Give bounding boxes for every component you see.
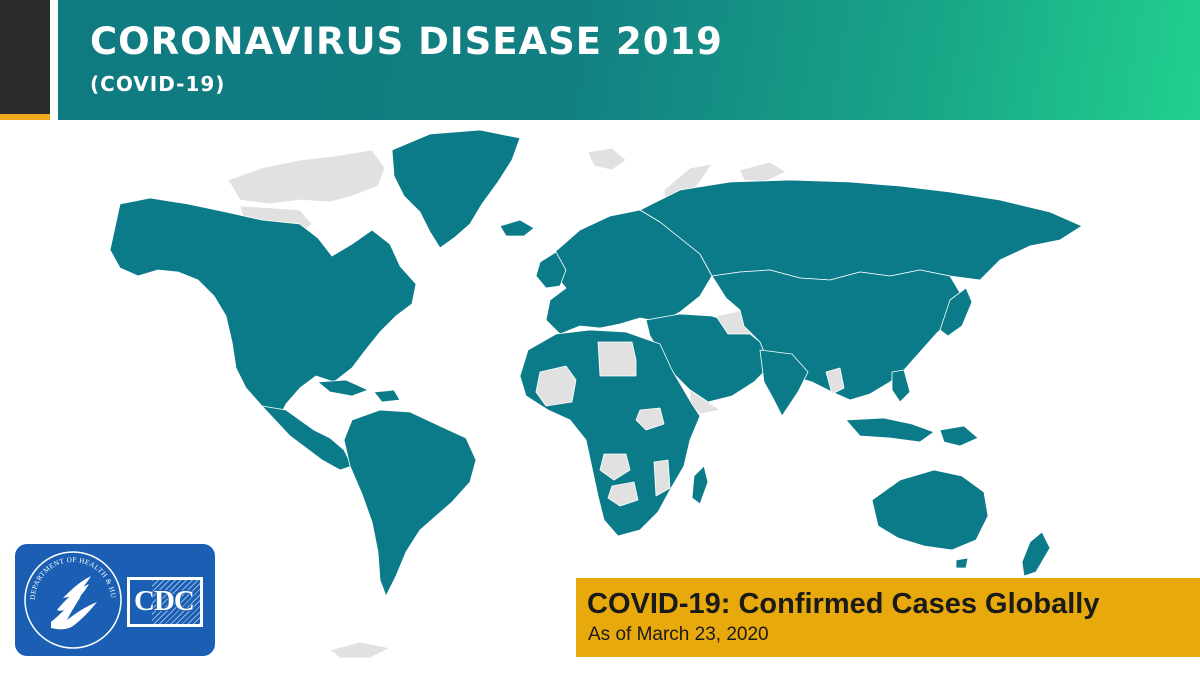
region-north-america xyxy=(109,197,417,421)
region-mali xyxy=(535,365,577,407)
region-south-america xyxy=(343,409,477,597)
region-severnaya-zemlya xyxy=(739,161,787,183)
region-antarctica xyxy=(329,641,391,659)
caption-date: As of March 23, 2020 xyxy=(588,624,769,645)
logo-panel: DEPARTMENT OF HEALTH & HUMAN SERVICES · … xyxy=(15,544,215,656)
region-malawi-mozambique xyxy=(653,459,671,497)
region-madagascar xyxy=(691,465,709,505)
banner-accent-stripe xyxy=(0,114,50,120)
region-canadian-arctic xyxy=(227,149,386,205)
world-map xyxy=(0,120,1200,675)
banner-left-block xyxy=(0,0,50,120)
region-india xyxy=(759,349,809,417)
region-russia xyxy=(639,179,1083,281)
region-cuba xyxy=(317,379,369,397)
caption-box: COVID-19: Confirmed Cases Globally As of… xyxy=(576,578,1200,657)
region-central-america xyxy=(261,405,353,471)
caption-title: COVID-19: Confirmed Cases Globally xyxy=(587,588,1100,620)
region-angola-zambia xyxy=(599,453,631,481)
page-title: CORONAVIRUS DISEASE 2019 xyxy=(90,20,723,63)
region-south-sudan xyxy=(635,407,665,431)
region-greenland xyxy=(391,129,521,249)
header-banner: CORONAVIRUS DISEASE 2019 (COVID-19) xyxy=(58,0,1200,120)
cdc-logo: CDC xyxy=(127,577,203,627)
cdc-logo-text: CDC xyxy=(134,585,195,617)
page-subtitle: (COVID-19) xyxy=(90,72,226,96)
region-svalbard xyxy=(587,147,627,171)
region-uk-ireland xyxy=(535,251,567,289)
region-hispaniola xyxy=(373,389,401,403)
region-philippines xyxy=(891,369,911,403)
region-libya xyxy=(597,341,637,377)
region-indonesia xyxy=(845,417,935,443)
region-australia xyxy=(871,469,989,551)
region-new-zealand xyxy=(1021,531,1051,577)
region-tasmania xyxy=(955,557,969,569)
region-botswana xyxy=(607,481,639,507)
cdc-logo-stripes xyxy=(152,580,200,624)
hhs-seal-icon: DEPARTMENT OF HEALTH & HUMAN SERVICES · … xyxy=(21,548,122,649)
region-laos xyxy=(825,367,845,395)
region-japan xyxy=(939,287,973,337)
region-iceland xyxy=(499,219,535,237)
region-papua-new-guinea xyxy=(939,425,979,447)
